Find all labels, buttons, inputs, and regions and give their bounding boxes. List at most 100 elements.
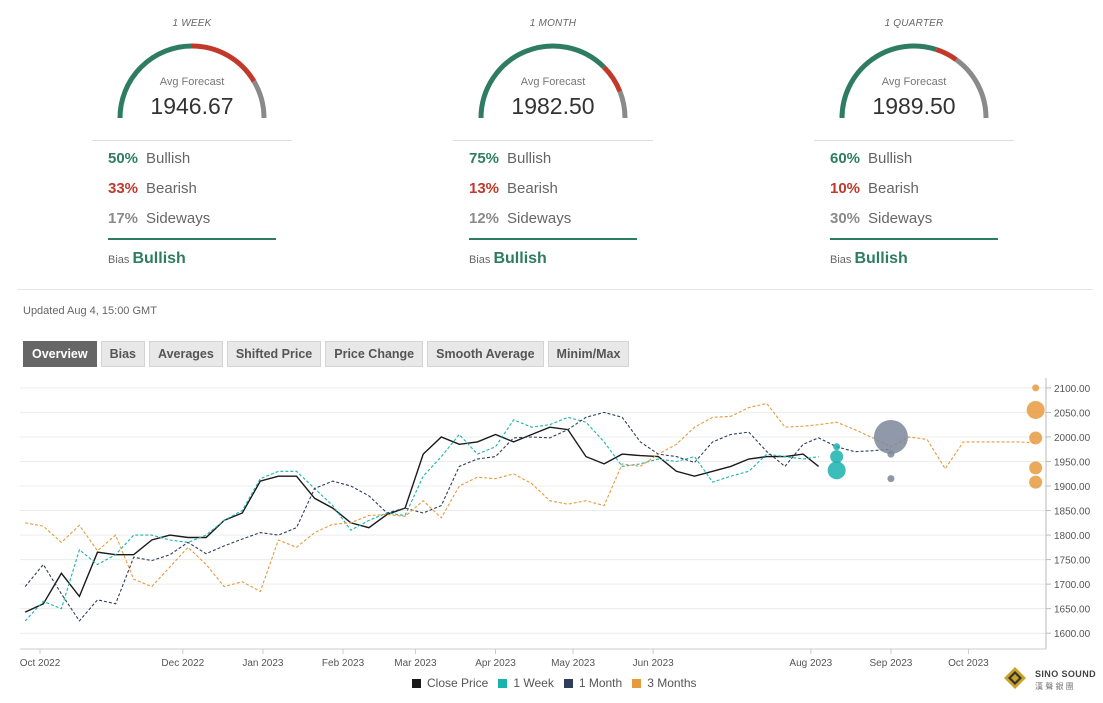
- gauge-bullish-arc: [839, 43, 938, 119]
- bearish-pct: 33%: [108, 180, 139, 197]
- avg-forecast-value: 1989.50: [872, 93, 956, 119]
- avg-forecast-value: 1982.50: [511, 93, 595, 119]
- bearish-label: Bearish: [868, 180, 919, 197]
- gauge-bearish-arc: [602, 65, 623, 93]
- bias-row: Bias Bullish: [830, 250, 908, 268]
- legend-swatch: [563, 678, 573, 688]
- forecast-bubble: [887, 475, 895, 483]
- y-tick-label: 2100.00: [1054, 384, 1091, 395]
- gauge-bearish-arc: [191, 43, 257, 83]
- updated-timestamp: Updated Aug 4, 15:00 GMT: [23, 305, 157, 317]
- legend-swatch: [498, 678, 508, 688]
- one-week-line: [24, 416, 819, 622]
- bearish-label: Bearish: [146, 180, 197, 197]
- one-month-line: [24, 411, 891, 622]
- forecast-bubble: [1029, 475, 1043, 489]
- sideways-pct: 12%: [469, 210, 500, 227]
- tab-averages[interactable]: Averages: [149, 341, 223, 367]
- sideways-stat: 12% Sideways: [469, 210, 571, 227]
- brand-logo: SINO SOUND 漢 聲 銀 團: [1003, 666, 1099, 694]
- panel-period: 1 MONTH: [529, 18, 577, 29]
- panel-period: 1 WEEK: [172, 18, 212, 29]
- legend-item[interactable]: 3 Months: [632, 676, 697, 690]
- panel-period: 1 QUARTER: [884, 18, 944, 29]
- gauge-arc: [839, 43, 989, 119]
- y-tick-label: 2000.00: [1054, 433, 1091, 444]
- tab-smooth-average[interactable]: Smooth Average: [427, 341, 544, 367]
- x-tick-label: Jun 2023: [633, 658, 675, 669]
- bias-label: Bias: [830, 254, 852, 266]
- tab-shifted-price[interactable]: Shifted Price: [226, 341, 322, 367]
- gauge-arc: [478, 43, 628, 119]
- bullish-stat: 75% Bullish: [469, 150, 551, 167]
- forecast-bubble: [1029, 431, 1043, 445]
- bias-divider: [108, 238, 276, 240]
- gauge-arc: [117, 43, 267, 119]
- bullish-stat: 50% Bullish: [108, 150, 190, 167]
- x-tick-label: Apr 2023: [475, 658, 516, 669]
- forecast-bubble: [1026, 400, 1045, 419]
- tab-minim-max[interactable]: Minim/Max: [547, 341, 630, 367]
- avg-forecast-label: Avg Forecast: [159, 76, 225, 88]
- bias-value: Bullish: [493, 250, 547, 267]
- sentiment-gauge: Avg Forecast 1946.67: [110, 38, 274, 122]
- avg-forecast-label: Avg Forecast: [881, 76, 947, 88]
- x-tick-label: Feb 2023: [322, 658, 365, 669]
- y-tick-label: 1750.00: [1054, 556, 1091, 567]
- bearish-pct: 10%: [830, 180, 861, 197]
- y-tick-label: 1650.00: [1054, 605, 1091, 616]
- bias-divider: [469, 238, 637, 240]
- avg-forecast-label: Avg Forecast: [520, 76, 586, 88]
- bullish-label: Bullish: [507, 150, 552, 167]
- panel-divider: [814, 140, 1014, 141]
- sideways-label: Sideways: [868, 210, 933, 227]
- bias-divider: [830, 238, 998, 240]
- forecast-bubble: [873, 419, 908, 454]
- three-months-line: [25, 402, 1036, 593]
- section-divider: [18, 289, 1093, 290]
- close-price-line: [24, 426, 820, 613]
- sentiment-gauge: Avg Forecast 1982.50: [471, 38, 635, 122]
- bullish-pct: 50%: [108, 150, 139, 167]
- forecast-bubble: [830, 450, 844, 464]
- gauge-bearish-arc: [935, 47, 958, 62]
- y-tick-label: 1950.00: [1054, 457, 1091, 468]
- legend-item[interactable]: 1 Week: [498, 676, 554, 690]
- gauge-sideways-arc: [954, 57, 989, 119]
- sideways-label: Sideways: [146, 210, 211, 227]
- chart-legend: Close Price 1 Week 1 Month 3 Months: [412, 676, 707, 690]
- sideways-pct: 17%: [108, 210, 139, 227]
- forecast-bubble: [833, 443, 841, 451]
- gauge-bullish-arc: [478, 43, 606, 119]
- brand-sub: 漢 聲 銀 團: [1035, 682, 1074, 691]
- bearish-stat: 13% Bearish: [469, 180, 558, 197]
- x-tick-label: Aug 2023: [789, 658, 832, 669]
- bias-row: Bias Bullish: [108, 250, 186, 268]
- gauge-bullish-arc: [117, 43, 193, 119]
- tab-overview[interactable]: Overview: [23, 341, 97, 367]
- tab-price-change[interactable]: Price Change: [325, 341, 424, 367]
- bullish-pct: 75%: [469, 150, 500, 167]
- x-tick-label: Oct 2023: [948, 658, 989, 669]
- gauge-sideways-arc: [617, 90, 628, 119]
- x-tick-label: Sep 2023: [870, 658, 913, 669]
- y-tick-label: 1600.00: [1054, 629, 1091, 640]
- bias-value: Bullish: [854, 250, 908, 267]
- bullish-pct: 60%: [830, 150, 861, 167]
- x-tick-label: Mar 2023: [394, 658, 437, 669]
- forecast-bubble: [1029, 461, 1043, 475]
- legend-label: 1 Month: [578, 676, 623, 690]
- bias-row: Bias Bullish: [469, 250, 547, 268]
- panel-divider: [453, 140, 653, 141]
- x-tick-label: May 2023: [551, 658, 595, 669]
- bearish-label: Bearish: [507, 180, 558, 197]
- legend-label: 1 Week: [513, 676, 554, 690]
- legend-item[interactable]: 1 Month: [563, 676, 623, 690]
- bullish-label: Bullish: [146, 150, 191, 167]
- bias-value: Bullish: [132, 250, 186, 267]
- legend-swatch: [412, 678, 421, 688]
- forecast-bubble: [827, 461, 846, 480]
- legend-item[interactable]: Close Price: [412, 676, 488, 690]
- tab-bias[interactable]: Bias: [100, 341, 145, 367]
- sideways-stat: 30% Sideways: [830, 210, 932, 227]
